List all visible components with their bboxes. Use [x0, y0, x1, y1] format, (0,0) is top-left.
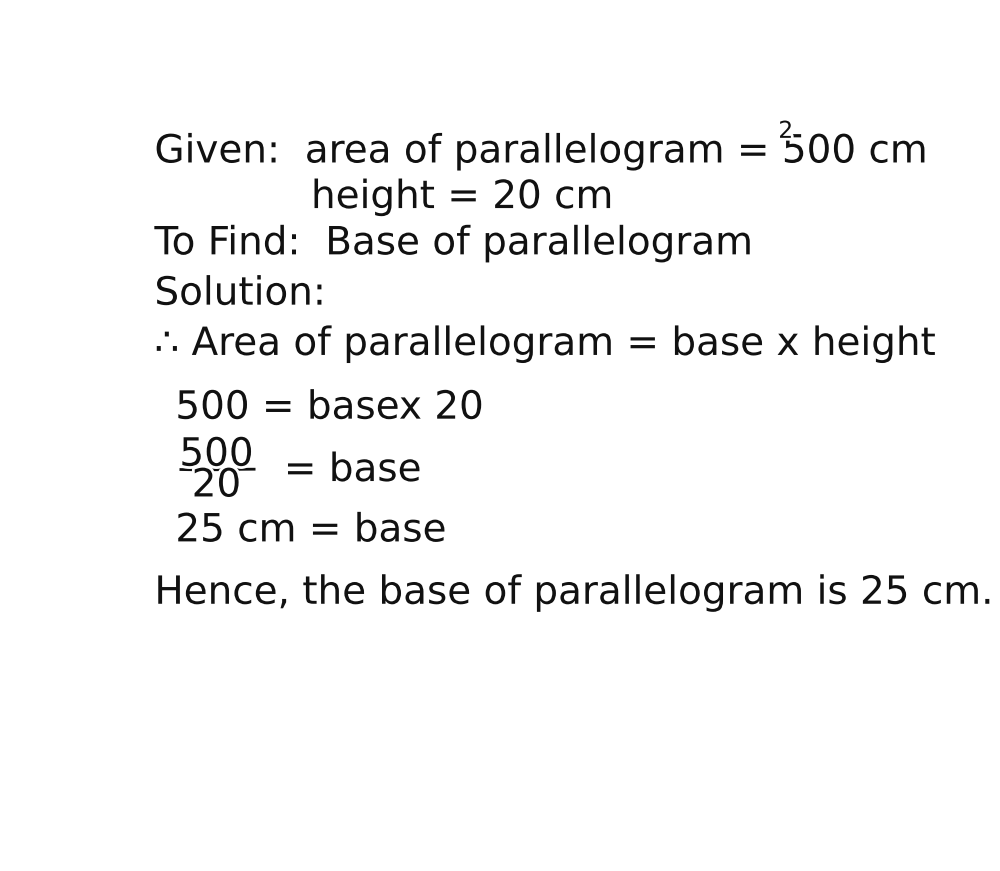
Text: Solution:: Solution: [154, 274, 325, 313]
Text: 500 = basex 20: 500 = basex 20 [175, 388, 484, 427]
Text: 25 cm = base: 25 cm = base [175, 511, 446, 550]
Text: ∴ Area of parallelogram = base x height: ∴ Area of parallelogram = base x height [154, 325, 935, 363]
Text: 500: 500 [179, 436, 254, 474]
Text: Hence, the base of parallelogram is 25 cm.: Hence, the base of parallelogram is 25 c… [154, 574, 993, 611]
Text: To Find:  Base of parallelogram: To Find: Base of parallelogram [154, 225, 753, 262]
Text: 20: 20 [192, 467, 241, 504]
Text: 2: 2 [778, 120, 793, 143]
Text: Given:  area of parallelogram = 500 cm: Given: area of parallelogram = 500 cm [154, 132, 927, 171]
Text: = base: = base [284, 451, 422, 489]
Text: height = 20 cm: height = 20 cm [311, 178, 613, 216]
